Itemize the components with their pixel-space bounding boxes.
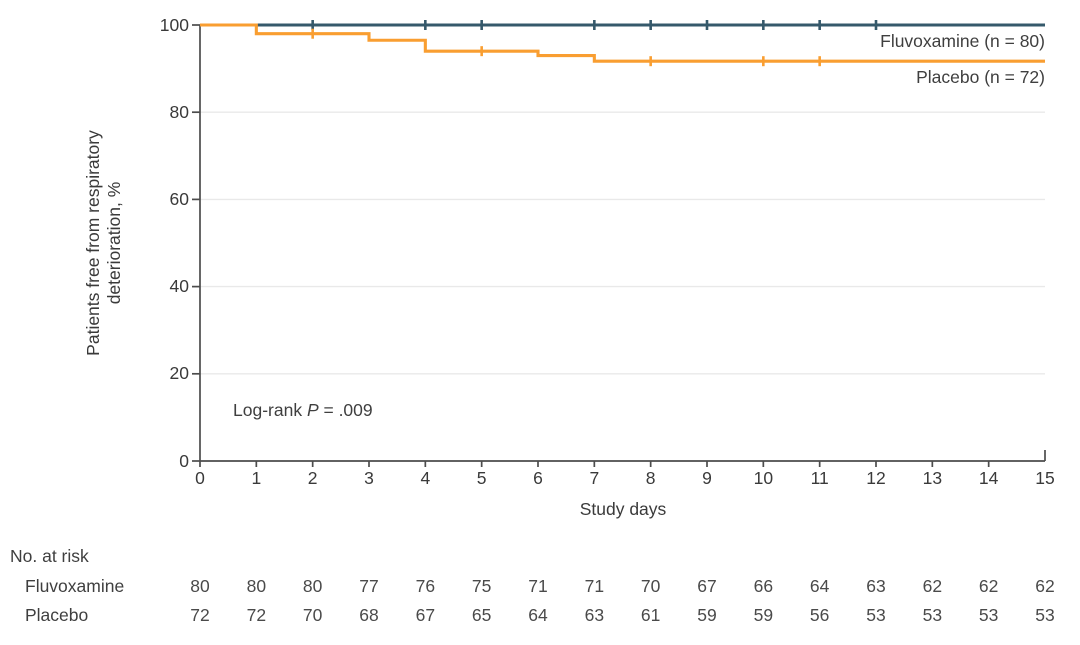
x-tick-label: 6	[533, 468, 543, 488]
risk-count-placebo: 59	[753, 605, 774, 625]
risk-count-placebo: 65	[471, 605, 492, 625]
legend-placebo: Placebo (n = 72)	[916, 67, 1045, 87]
risk-count-fluvoxamine: 64	[809, 576, 830, 596]
risk-count-fluvoxamine: 75	[471, 576, 492, 596]
risk-count-placebo: 72	[246, 605, 267, 625]
logrank-p-symbol: P	[306, 400, 319, 420]
risk-row-label-fluvoxamine: Fluvoxamine	[25, 576, 125, 596]
x-tick-label: 11	[810, 468, 829, 488]
risk-count-placebo: 72	[190, 605, 210, 625]
x-tick-label: 7	[589, 468, 600, 488]
risk-count-fluvoxamine: 66	[753, 576, 774, 596]
logrank-value: = .009	[318, 400, 373, 420]
risk-row-label-placebo: Placebo	[25, 605, 89, 625]
y-tick-label: 100	[159, 14, 189, 35]
x-tick-label: 2	[307, 468, 318, 488]
x-axis-label: Study days	[579, 499, 667, 519]
risk-count-placebo: 53	[922, 605, 943, 625]
y-tick-label: 40	[169, 276, 189, 297]
y-tick-label: 0	[179, 450, 189, 471]
y-axis-label-line1: Patients free from respiratory	[83, 130, 103, 356]
x-tick-label: 12	[866, 468, 886, 488]
risk-count-fluvoxamine: 77	[359, 576, 379, 596]
y-tick-label: 80	[169, 101, 189, 122]
risk-count-fluvoxamine: 71	[584, 576, 605, 596]
risk-count-placebo: 64	[528, 605, 548, 625]
risk-count-placebo: 67	[415, 605, 436, 625]
x-tick-label: 3	[364, 468, 374, 488]
risk-count-fluvoxamine: 71	[528, 576, 548, 596]
risk-count-placebo: 53	[978, 605, 999, 625]
risk-count-placebo: 61	[640, 605, 661, 625]
x-tick-label: 1	[251, 468, 262, 488]
x-tick-label: 9	[702, 468, 712, 488]
risk-count-fluvoxamine: 62	[1035, 576, 1055, 596]
risk-table-title: No. at risk	[10, 546, 89, 566]
legend-fluvoxamine: Fluvoxamine (n = 80)	[880, 31, 1045, 51]
risk-count-fluvoxamine: 76	[415, 576, 436, 596]
y-axis-label-line2: deterioration, %	[104, 181, 124, 305]
risk-count-fluvoxamine: 80	[246, 576, 267, 596]
risk-count-placebo: 53	[1035, 605, 1055, 625]
logrank-prefix: Log-rank	[233, 400, 307, 420]
x-tick-label: 5	[476, 468, 487, 488]
risk-count-placebo: 70	[302, 605, 323, 625]
risk-count-fluvoxamine: 62	[978, 576, 999, 596]
x-tick-label: 13	[922, 468, 943, 488]
risk-count-fluvoxamine: 62	[922, 576, 943, 596]
x-tick-label: 15	[1035, 468, 1055, 488]
y-tick-label: 60	[169, 188, 189, 209]
risk-count-fluvoxamine: 80	[190, 576, 210, 596]
risk-count-fluvoxamine: 63	[866, 576, 886, 596]
risk-count-fluvoxamine: 80	[302, 576, 323, 596]
survival-curve-placebo	[200, 23, 1045, 63]
risk-count-placebo: 68	[359, 605, 379, 625]
x-tick-label: 8	[645, 468, 656, 488]
risk-count-fluvoxamine: 70	[640, 576, 661, 596]
risk-count-placebo: 63	[584, 605, 605, 625]
x-tick-label: 0	[195, 468, 205, 488]
risk-count-placebo: 56	[809, 605, 830, 625]
y-axis-label: Patients free from respiratory deteriora…	[83, 83, 125, 403]
risk-count-placebo: 53	[866, 605, 886, 625]
logrank-annotation: Log-rank P = .009	[233, 400, 373, 421]
y-tick-label: 20	[169, 363, 189, 384]
risk-count-fluvoxamine: 67	[697, 576, 717, 596]
x-tick-label: 10	[753, 468, 774, 488]
risk-count-placebo: 59	[697, 605, 717, 625]
x-tick-label: 4	[420, 468, 431, 488]
x-tick-label: 14	[978, 468, 999, 488]
